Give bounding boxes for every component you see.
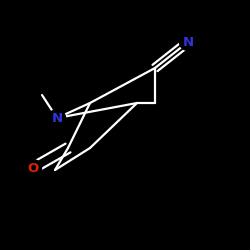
Text: N: N [52,112,62,124]
Circle shape [48,110,66,126]
Text: N: N [182,36,194,49]
Text: O: O [28,162,38,174]
Circle shape [180,34,196,50]
Circle shape [24,160,42,176]
